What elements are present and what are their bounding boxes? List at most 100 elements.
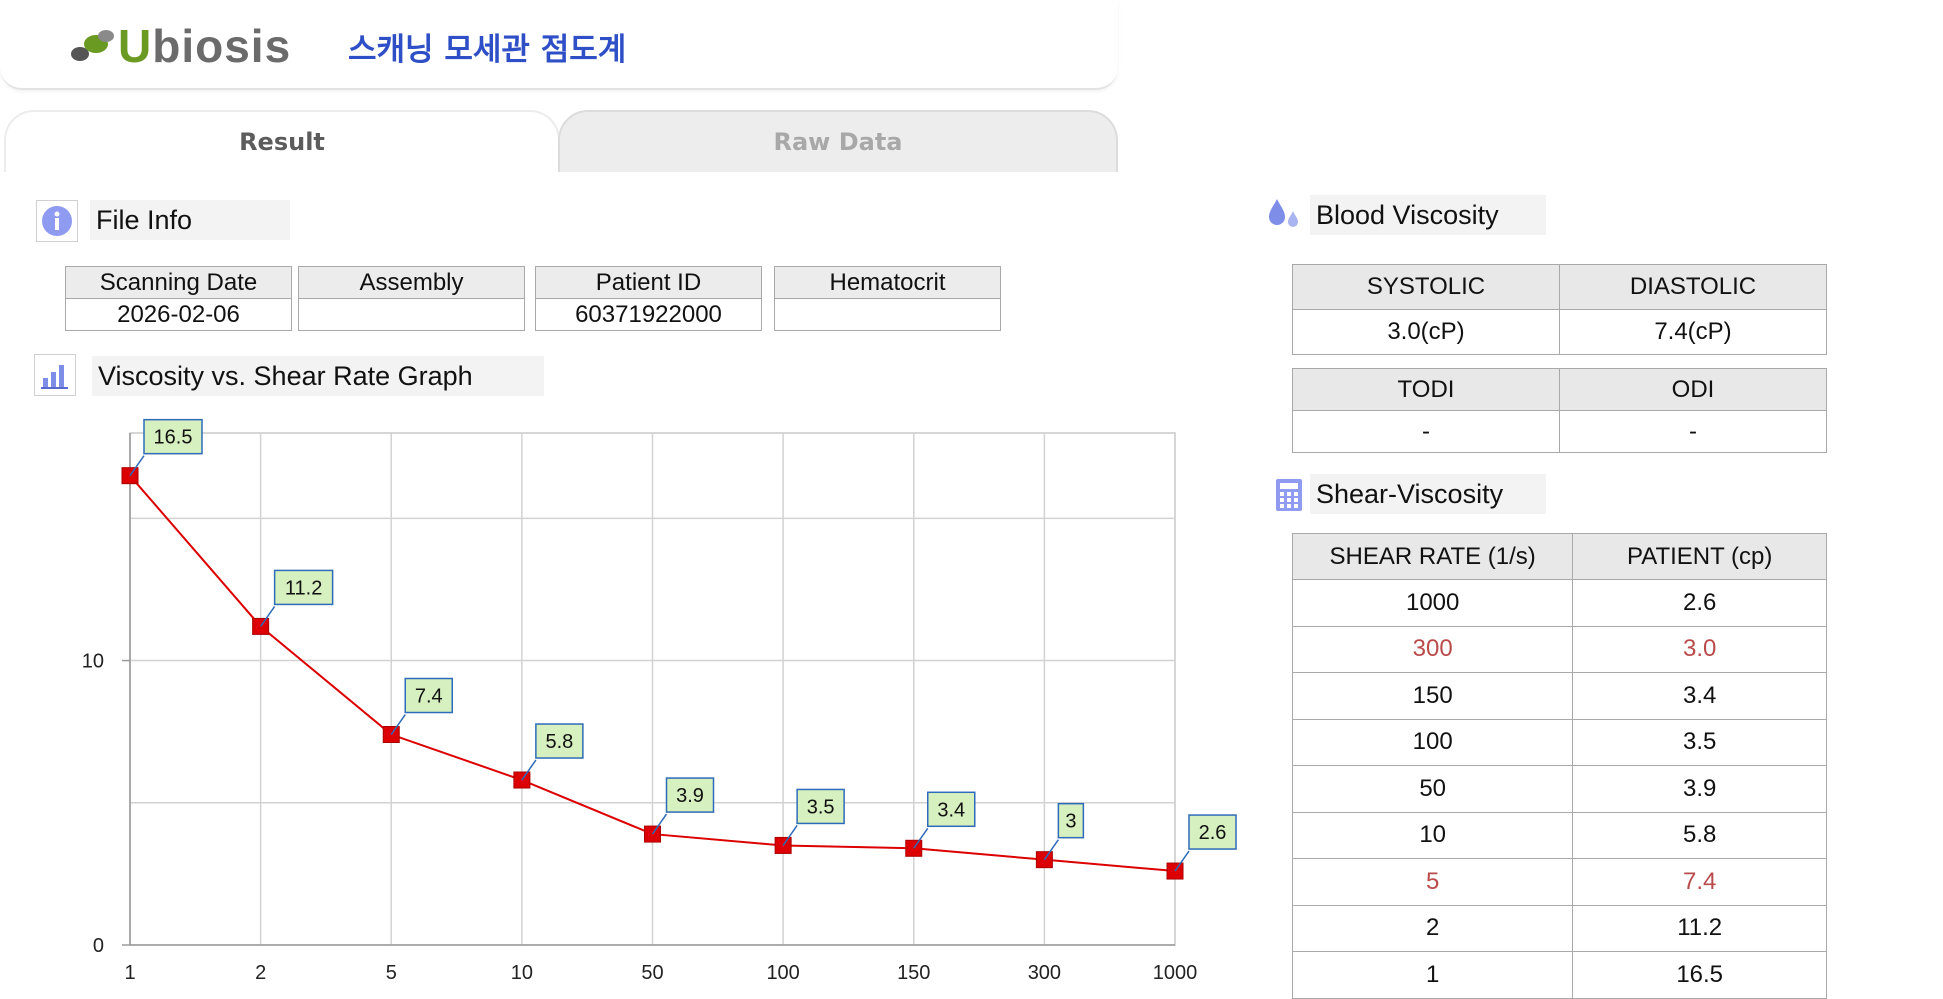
scanning-date-header: Scanning Date (65, 266, 292, 299)
patient-cell: 16.5 (1572, 951, 1827, 999)
shear-rate-cell: 50 (1291, 765, 1574, 813)
x-tick-label: 300 (1028, 962, 1061, 984)
data-label: 3 (1065, 811, 1076, 833)
patient-cell: 3.0 (1572, 625, 1827, 673)
data-label-leader (390, 714, 406, 735)
assembly-table: Assembly (298, 266, 525, 331)
table-row: 1000 2.6 (1291, 579, 1827, 627)
data-label-leader (1174, 850, 1190, 872)
hematocrit-table: Hematocrit (774, 266, 1001, 331)
x-tick-label: 10 (511, 962, 533, 984)
scanning-date-table: Scanning Date 2026-02-06 (65, 266, 292, 331)
patient-cell: 7.4 (1572, 858, 1827, 906)
data-label-box (1188, 814, 1237, 850)
patient-cell: 11.2 (1572, 904, 1827, 952)
data-label-box (927, 791, 976, 828)
data-label-box (535, 723, 584, 759)
table-row: 10 5.8 (1291, 811, 1827, 859)
shear-rate-cell: 300 (1291, 625, 1574, 673)
table-row: 1 16.5 (1291, 951, 1827, 999)
assembly-value (298, 298, 525, 331)
shear-viscosity-table: SHEAR RATE (1/s) PATIENT (cp) 1000 2.6 300… (1291, 533, 1827, 999)
patient-id-value: 60371922000 (535, 298, 762, 331)
assembly-header: Assembly (298, 266, 525, 299)
patient-cell: 5.8 (1572, 811, 1827, 859)
data-label-box (273, 569, 334, 606)
x-tick-label: 1 (124, 962, 135, 984)
x-tick-label: 5 (386, 962, 397, 984)
data-label-box (404, 677, 453, 714)
viscosity-chart: 0 10 1 2 5 10 50 100 150 300 1000 16.5 11.2 7.4 5.8 3.9… (82, 418, 1237, 984)
patient-id-table: Patient ID 60371922000 (535, 266, 762, 331)
data-label-box (1057, 802, 1085, 839)
todi-odi-table: TODI ODI - - (1292, 368, 1827, 453)
table-row: 150 3.4 (1291, 672, 1827, 720)
hematocrit-value (774, 298, 1001, 331)
data-label-leader (129, 455, 145, 477)
x-tick-label: 50 (641, 962, 663, 984)
data-label: 5.8 (545, 731, 573, 753)
shear-rate-cell: 1000 (1291, 579, 1574, 627)
tab-raw-data[interactable]: Raw Data (558, 110, 1118, 172)
patient-header: PATIENT (cp) (1572, 533, 1827, 580)
calculator-icon (1268, 474, 1310, 516)
odi-value: - (1559, 410, 1827, 453)
x-tick-label: 150 (897, 962, 930, 984)
odi-header: ODI (1559, 368, 1827, 411)
diastolic-header: DIASTOLIC (1559, 264, 1827, 310)
data-label-leader (782, 825, 798, 846)
data-point-marker (252, 617, 270, 635)
patient-cell: 2.6 (1572, 579, 1827, 627)
info-icon (36, 200, 78, 242)
table-row: 300 3.0 (1291, 625, 1827, 673)
data-label-box (143, 418, 203, 455)
logo-mark-icon (71, 30, 114, 61)
table-row: 100 3.5 (1291, 718, 1827, 766)
diastolic-value: 7.4(cP) (1559, 309, 1827, 355)
systolic-header: SYSTOLIC (1292, 264, 1560, 310)
hematocrit-header: Hematocrit (774, 266, 1001, 299)
data-label: 3.4 (937, 799, 965, 821)
data-label: 16.5 (154, 427, 193, 449)
shear-rate-header: SHEAR RATE (1/s) (1291, 533, 1574, 580)
shear-rate-cell: 5 (1291, 858, 1574, 906)
data-label-box (665, 777, 715, 813)
patient-cell: 3.9 (1572, 765, 1827, 813)
bar-chart-icon (34, 354, 76, 396)
data-label-leader (651, 813, 668, 835)
logo-text: Ubiosis (118, 20, 292, 72)
systolic-diastolic-table: SYSTOLIC DIASTOLIC 3.0(cP) 7.4(cP) (1292, 264, 1827, 355)
y-tick-label: 0 (93, 935, 104, 957)
tab-result[interactable]: Result (4, 110, 560, 172)
shear-rate-cell: 1 (1291, 951, 1574, 999)
x-tick-label: 100 (766, 962, 799, 984)
shear-viscosity-title: Shear-Viscosity (1310, 474, 1546, 514)
blood-viscosity-title: Blood Viscosity (1310, 195, 1546, 235)
data-label-leader (521, 759, 537, 781)
shear-rate-cell: 100 (1291, 718, 1574, 766)
ubiosis-logo: Ubiosis (68, 20, 292, 72)
data-label: 11.2 (285, 577, 322, 599)
todi-value: - (1292, 410, 1560, 453)
data-label-leader (913, 827, 929, 849)
data-label: 7.4 (415, 686, 443, 708)
file-info-title: File Info (90, 200, 290, 240)
table-row: 5 7.4 (1291, 858, 1827, 906)
todi-header: TODI (1292, 368, 1560, 411)
data-label: 3.9 (676, 785, 704, 807)
patient-id-header: Patient ID (535, 266, 762, 299)
scanning-date-value: 2026-02-06 (65, 298, 292, 331)
data-label-box (796, 788, 845, 825)
app-header (0, 0, 1118, 90)
data-label-leader (1043, 839, 1059, 861)
data-label-leader (260, 605, 276, 627)
data-label: 2.6 (1199, 822, 1227, 844)
graph-title: Viscosity vs. Shear Rate Graph (92, 356, 544, 396)
shear-rate-cell: 10 (1291, 811, 1574, 859)
shear-rate-cell: 2 (1291, 904, 1574, 952)
x-tick-label: 2 (255, 962, 266, 984)
y-tick-label: 10 (82, 651, 104, 673)
data-label: 3.5 (807, 796, 835, 818)
blood-drop-icon (1262, 194, 1304, 236)
patient-cell: 3.5 (1572, 718, 1827, 766)
